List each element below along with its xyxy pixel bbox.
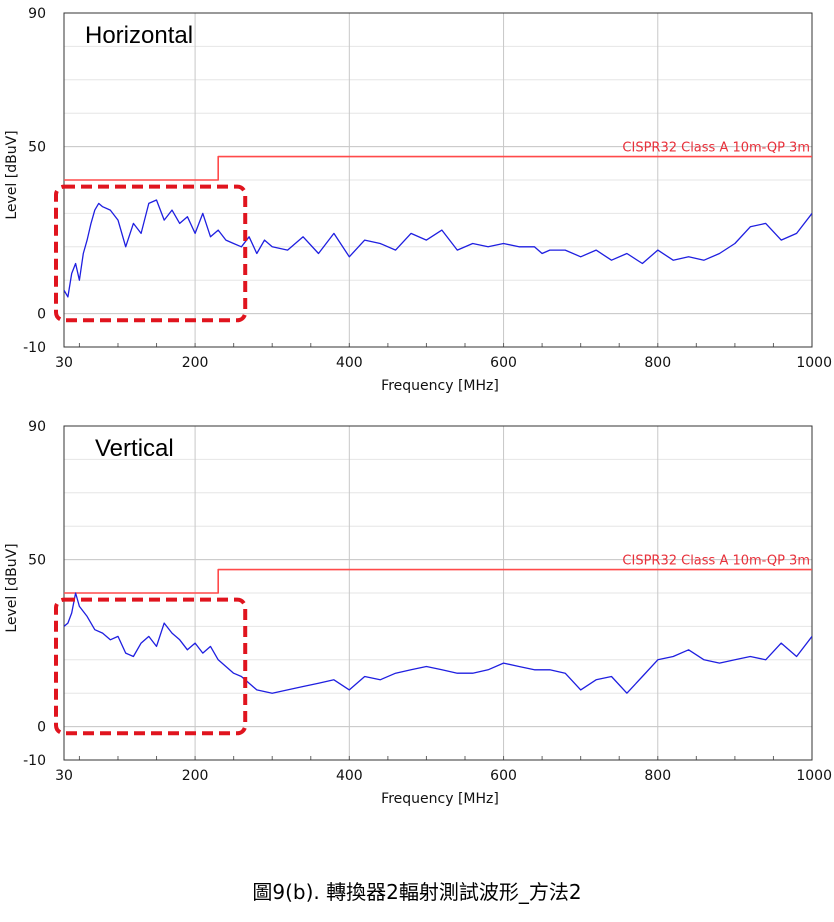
x-tick-label: 400 [336,355,363,371]
y-tick-label: 50 [28,553,46,569]
y-tick-label: 0 [37,720,46,736]
x-tick-label: 400 [336,768,363,784]
x-tick-label: 1000 [796,355,832,371]
x-tick-label: 800 [644,355,671,371]
x-tick-label: 600 [490,355,517,371]
limit-line [64,155,812,181]
y-tick-label: 50 [28,140,46,156]
limit-line [64,568,812,594]
y-tick-label: 0 [37,307,46,323]
y-axis-label: Level [dBuV] [4,130,20,219]
measurement-trace [64,199,812,298]
limit-line-label: CISPR32 Class A 10m-QP 3m [622,554,810,569]
highlight-box [54,597,248,736]
chart-title: Vertical [95,435,174,462]
x-tick-label: 200 [182,768,209,784]
x-tick-label: 30 [55,768,73,784]
y-tick-label: -10 [23,753,46,769]
x-axis-label: Frequency [MHz] [381,378,499,394]
measurement-trace [64,592,812,694]
x-tick-label: 600 [490,768,517,784]
y-tick-label: 90 [28,419,46,435]
x-axis-label: Frequency [MHz] [381,791,499,807]
x-tick-label: 800 [644,768,671,784]
y-axis-label: Level [dBuV] [4,543,20,632]
limit-line-label: CISPR32 Class A 10m-QP 3m [622,141,810,156]
highlight-box [54,184,248,323]
chart-panel-1: 30 200 400 600 800 1000 90 50 0 -10 Frequency [MHz… [4,6,832,394]
chart-panel-2: 30 200 400 600 800 1000 90 50 0 -10 Frequency [MHz… [4,419,832,807]
x-tick-label: 30 [55,355,73,371]
x-tick-label: 1000 [796,768,832,784]
chart-title: Horizontal [85,22,193,49]
y-tick-label: -10 [23,340,46,356]
y-tick-label: 90 [28,6,46,22]
figure-caption: 圖9(b). 轉換器2輻射測試波形_方法2 [252,880,582,904]
x-tick-label: 200 [182,355,209,371]
